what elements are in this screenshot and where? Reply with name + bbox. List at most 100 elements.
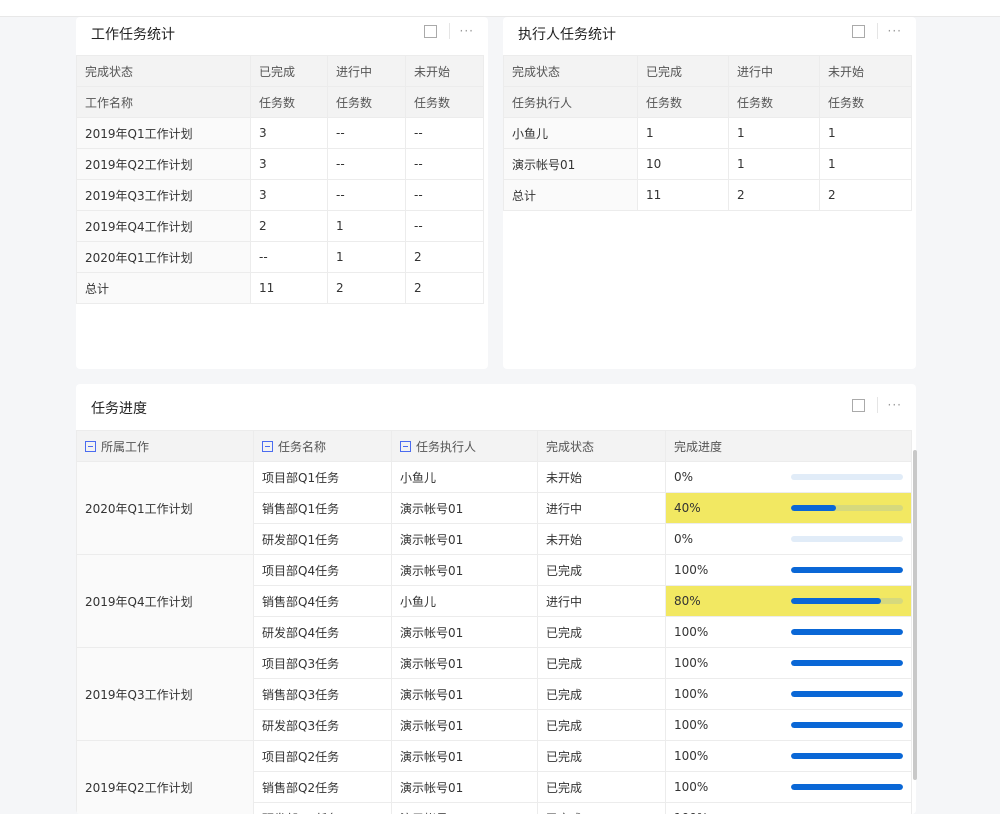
column-header: 未开始 [406, 56, 484, 87]
table-cell: 研发部Q1任务 [254, 524, 392, 555]
table-cell: 项目部Q3任务 [254, 648, 392, 679]
table-cell: 演示帐号01 [392, 648, 538, 679]
progress-bar [791, 474, 903, 480]
progress-cell: 100% [666, 741, 912, 772]
table-cell: 项目部Q2任务 [254, 741, 392, 772]
panel-title: 工作任务统计 [91, 24, 175, 44]
table-cell: 2 [406, 273, 484, 304]
table-cell: 11 [251, 273, 328, 304]
table-cell: 销售部Q1任务 [254, 493, 392, 524]
external-link-icon[interactable] [852, 399, 865, 412]
progress-cell: 100% [666, 710, 912, 741]
external-link-icon[interactable] [852, 25, 865, 38]
table-cell: 1 [328, 242, 406, 273]
header-row: 任务执行人任务数任务数任务数 [504, 87, 912, 118]
progress-bar [791, 505, 903, 511]
column-header[interactable]: 任务名称 [254, 431, 392, 462]
progress-text: 100% [674, 749, 708, 763]
table-cell: 已完成 [538, 679, 666, 710]
table-cell: 1 [820, 118, 912, 149]
column-header: 进行中 [328, 56, 406, 87]
table-cell: 项目部Q1任务 [254, 462, 392, 493]
assignee-task-stats-panel: 执行人任务统计 ··· 完成状态已完成进行中未开始任务执行人任务数任务数任务数小… [503, 17, 916, 369]
panel-title: 任务进度 [91, 398, 147, 418]
table-cell: 10 [638, 149, 729, 180]
progress-bar [791, 536, 903, 542]
progress-cell: 100% [666, 648, 912, 679]
progress-bar [791, 784, 903, 790]
progress-fill [791, 567, 903, 573]
column-header: 未开始 [820, 56, 912, 87]
table-cell: 演示帐号01 [392, 493, 538, 524]
minus-square-icon[interactable] [262, 441, 273, 452]
column-header: 任务数 [729, 87, 820, 118]
table-cell: -- [328, 149, 406, 180]
progress-text: 100% [674, 718, 708, 732]
table-cell: -- [406, 180, 484, 211]
column-header[interactable]: 任务执行人 [392, 431, 538, 462]
table-cell: 未开始 [538, 524, 666, 555]
progress-text: 0% [674, 532, 693, 546]
table-cell: 2019年Q1工作计划 [77, 118, 251, 149]
table-cell: 销售部Q2任务 [254, 772, 392, 803]
table-cell: 1 [328, 211, 406, 242]
table-cell: 3 [251, 149, 328, 180]
table-cell: 2019年Q3工作计划 [77, 180, 251, 211]
table-cell: 已完成 [538, 741, 666, 772]
header-row: 完成状态已完成进行中未开始 [77, 56, 484, 87]
progress-text: 100% [674, 625, 708, 639]
progress-fill [791, 784, 903, 790]
table-cell: 已完成 [538, 772, 666, 803]
progress-text: 100% [674, 687, 708, 701]
table-cell: 项目部Q4任务 [254, 555, 392, 586]
progress-text: 100% [674, 656, 708, 670]
table-cell: 2 [328, 273, 406, 304]
header-label: 所属工作 [101, 440, 149, 454]
progress-bar [791, 629, 903, 635]
column-header: 任务数 [406, 87, 484, 118]
minus-square-icon[interactable] [400, 441, 411, 452]
scrollbar[interactable] [913, 450, 917, 780]
table-cell: 研发部Q4任务 [254, 617, 392, 648]
table-cell: 2020年Q1工作计划 [77, 242, 251, 273]
progress-fill [791, 598, 881, 604]
progress-bar [791, 722, 903, 728]
progress-fill [791, 691, 903, 697]
minus-square-icon[interactable] [85, 441, 96, 452]
column-header: 完成状态 [504, 56, 638, 87]
progress-text: 100% [674, 563, 708, 577]
more-icon[interactable]: ··· [460, 24, 474, 38]
column-header[interactable]: 所属工作 [77, 431, 254, 462]
progress-bar [791, 567, 903, 573]
table-cell: 演示帐号01 [392, 710, 538, 741]
header-label: 完成状态 [546, 440, 594, 454]
more-icon[interactable]: ··· [888, 24, 902, 38]
table-cell: 1 [729, 149, 820, 180]
table-cell: 1 [729, 118, 820, 149]
table-cell: 演示帐号01 [392, 803, 538, 814]
external-link-icon[interactable] [424, 25, 437, 38]
progress-text: 80% [674, 594, 701, 608]
column-header[interactable]: 完成状态 [538, 431, 666, 462]
work-group-cell: 2019年Q2工作计划 [77, 741, 254, 814]
progress-fill [791, 753, 903, 759]
table-cell: 小鱼儿 [392, 586, 538, 617]
progress-text: 0% [674, 470, 693, 484]
table-cell: 11 [638, 180, 729, 211]
table-cell: -- [251, 242, 328, 273]
header-label: 任务执行人 [416, 440, 476, 454]
column-header: 任务数 [638, 87, 729, 118]
more-icon[interactable]: ··· [888, 398, 902, 412]
column-header[interactable]: 完成进度 [666, 431, 912, 462]
table-cell: 2 [729, 180, 820, 211]
table-cell: 销售部Q3任务 [254, 679, 392, 710]
table-cell: 已完成 [538, 555, 666, 586]
